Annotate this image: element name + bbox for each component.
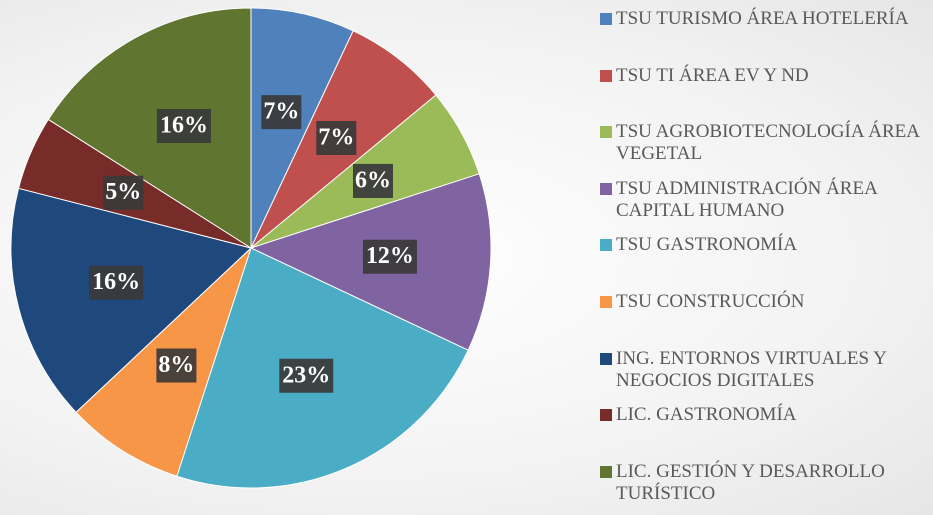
legend-item: TSU GASTRONOMÍA <box>600 234 930 256</box>
legend-label: TSU CONSTRUCCIÓN <box>616 291 805 312</box>
legend-item: ING. ENTORNOS VIRTUALES Y NEGOCIOS DIGIT… <box>600 348 930 392</box>
legend-label: TSU TI ÁREA EV Y ND <box>616 64 809 86</box>
data-label-box <box>352 163 393 198</box>
data-label-box <box>261 95 302 130</box>
data-label: 12% <box>366 243 414 269</box>
legend-swatch <box>600 409 612 422</box>
data-label: 8% <box>158 352 194 378</box>
data-label: 6% <box>355 167 391 193</box>
legend-label: TSU AGROBIOTECNOLOGÍA ÁREA VEGETAL <box>616 121 919 165</box>
data-label-box <box>103 175 144 210</box>
data-label: 5% <box>105 179 141 205</box>
data-label-box <box>89 265 144 300</box>
legend-label: LIC. GASTRONOMÍA <box>616 404 797 426</box>
legend-label: ING. ENTORNOS VIRTUALES Y NEGOCIOS DIGIT… <box>616 347 887 391</box>
legend-swatch <box>600 182 612 195</box>
legend-item: TSU ADMINISTRACIÓN ÁREA CAPITAL HUMANO <box>600 178 930 222</box>
data-label-box <box>279 358 334 393</box>
legend-label: TSU GASTRONOMÍA <box>616 234 798 256</box>
legend-item: LIC. GESTIÓN Y DESARROLLO TURÍSTICO <box>600 461 930 505</box>
data-label: 23% <box>282 362 330 388</box>
pie-slice <box>250 7 354 249</box>
data-label: 16% <box>160 113 208 139</box>
data-label-box <box>156 348 197 383</box>
legend-item: TSU TI ÁREA EV Y ND <box>600 65 930 87</box>
legend-swatch <box>600 296 612 308</box>
data-label: 7% <box>318 125 354 151</box>
pie-slice <box>10 187 253 413</box>
data-label-box <box>156 109 211 144</box>
legend-label: LIC. GESTIÓN Y DESARROLLO TURÍSTICO <box>616 460 885 504</box>
legend-item: TSU TURISMO ÁREA HOTELERÍA <box>600 8 930 30</box>
legend-swatch <box>600 126 612 139</box>
data-label-box <box>316 121 357 156</box>
legend-swatch <box>600 13 612 25</box>
legend-swatch <box>600 352 612 365</box>
legend-swatch <box>600 465 612 478</box>
legend-item: LIC. GASTRONOMÍA <box>600 404 930 426</box>
data-label: 7% <box>263 99 299 125</box>
legend-item: TSU CONSTRUCCIÓN <box>600 291 930 313</box>
legend-label: TSU TURISMO ÁREA HOTELERÍA <box>616 8 909 29</box>
legend-swatch <box>600 69 612 82</box>
legend-swatch <box>600 239 612 252</box>
legend-label: TSU ADMINISTRACIÓN ÁREA CAPITAL HUMANO <box>616 177 877 221</box>
data-label: 16% <box>92 269 140 295</box>
legend-item: TSU AGROBIOTECNOLOGÍA ÁREA VEGETAL <box>600 121 930 165</box>
data-label-box <box>362 239 417 274</box>
pie-slice <box>47 7 252 249</box>
